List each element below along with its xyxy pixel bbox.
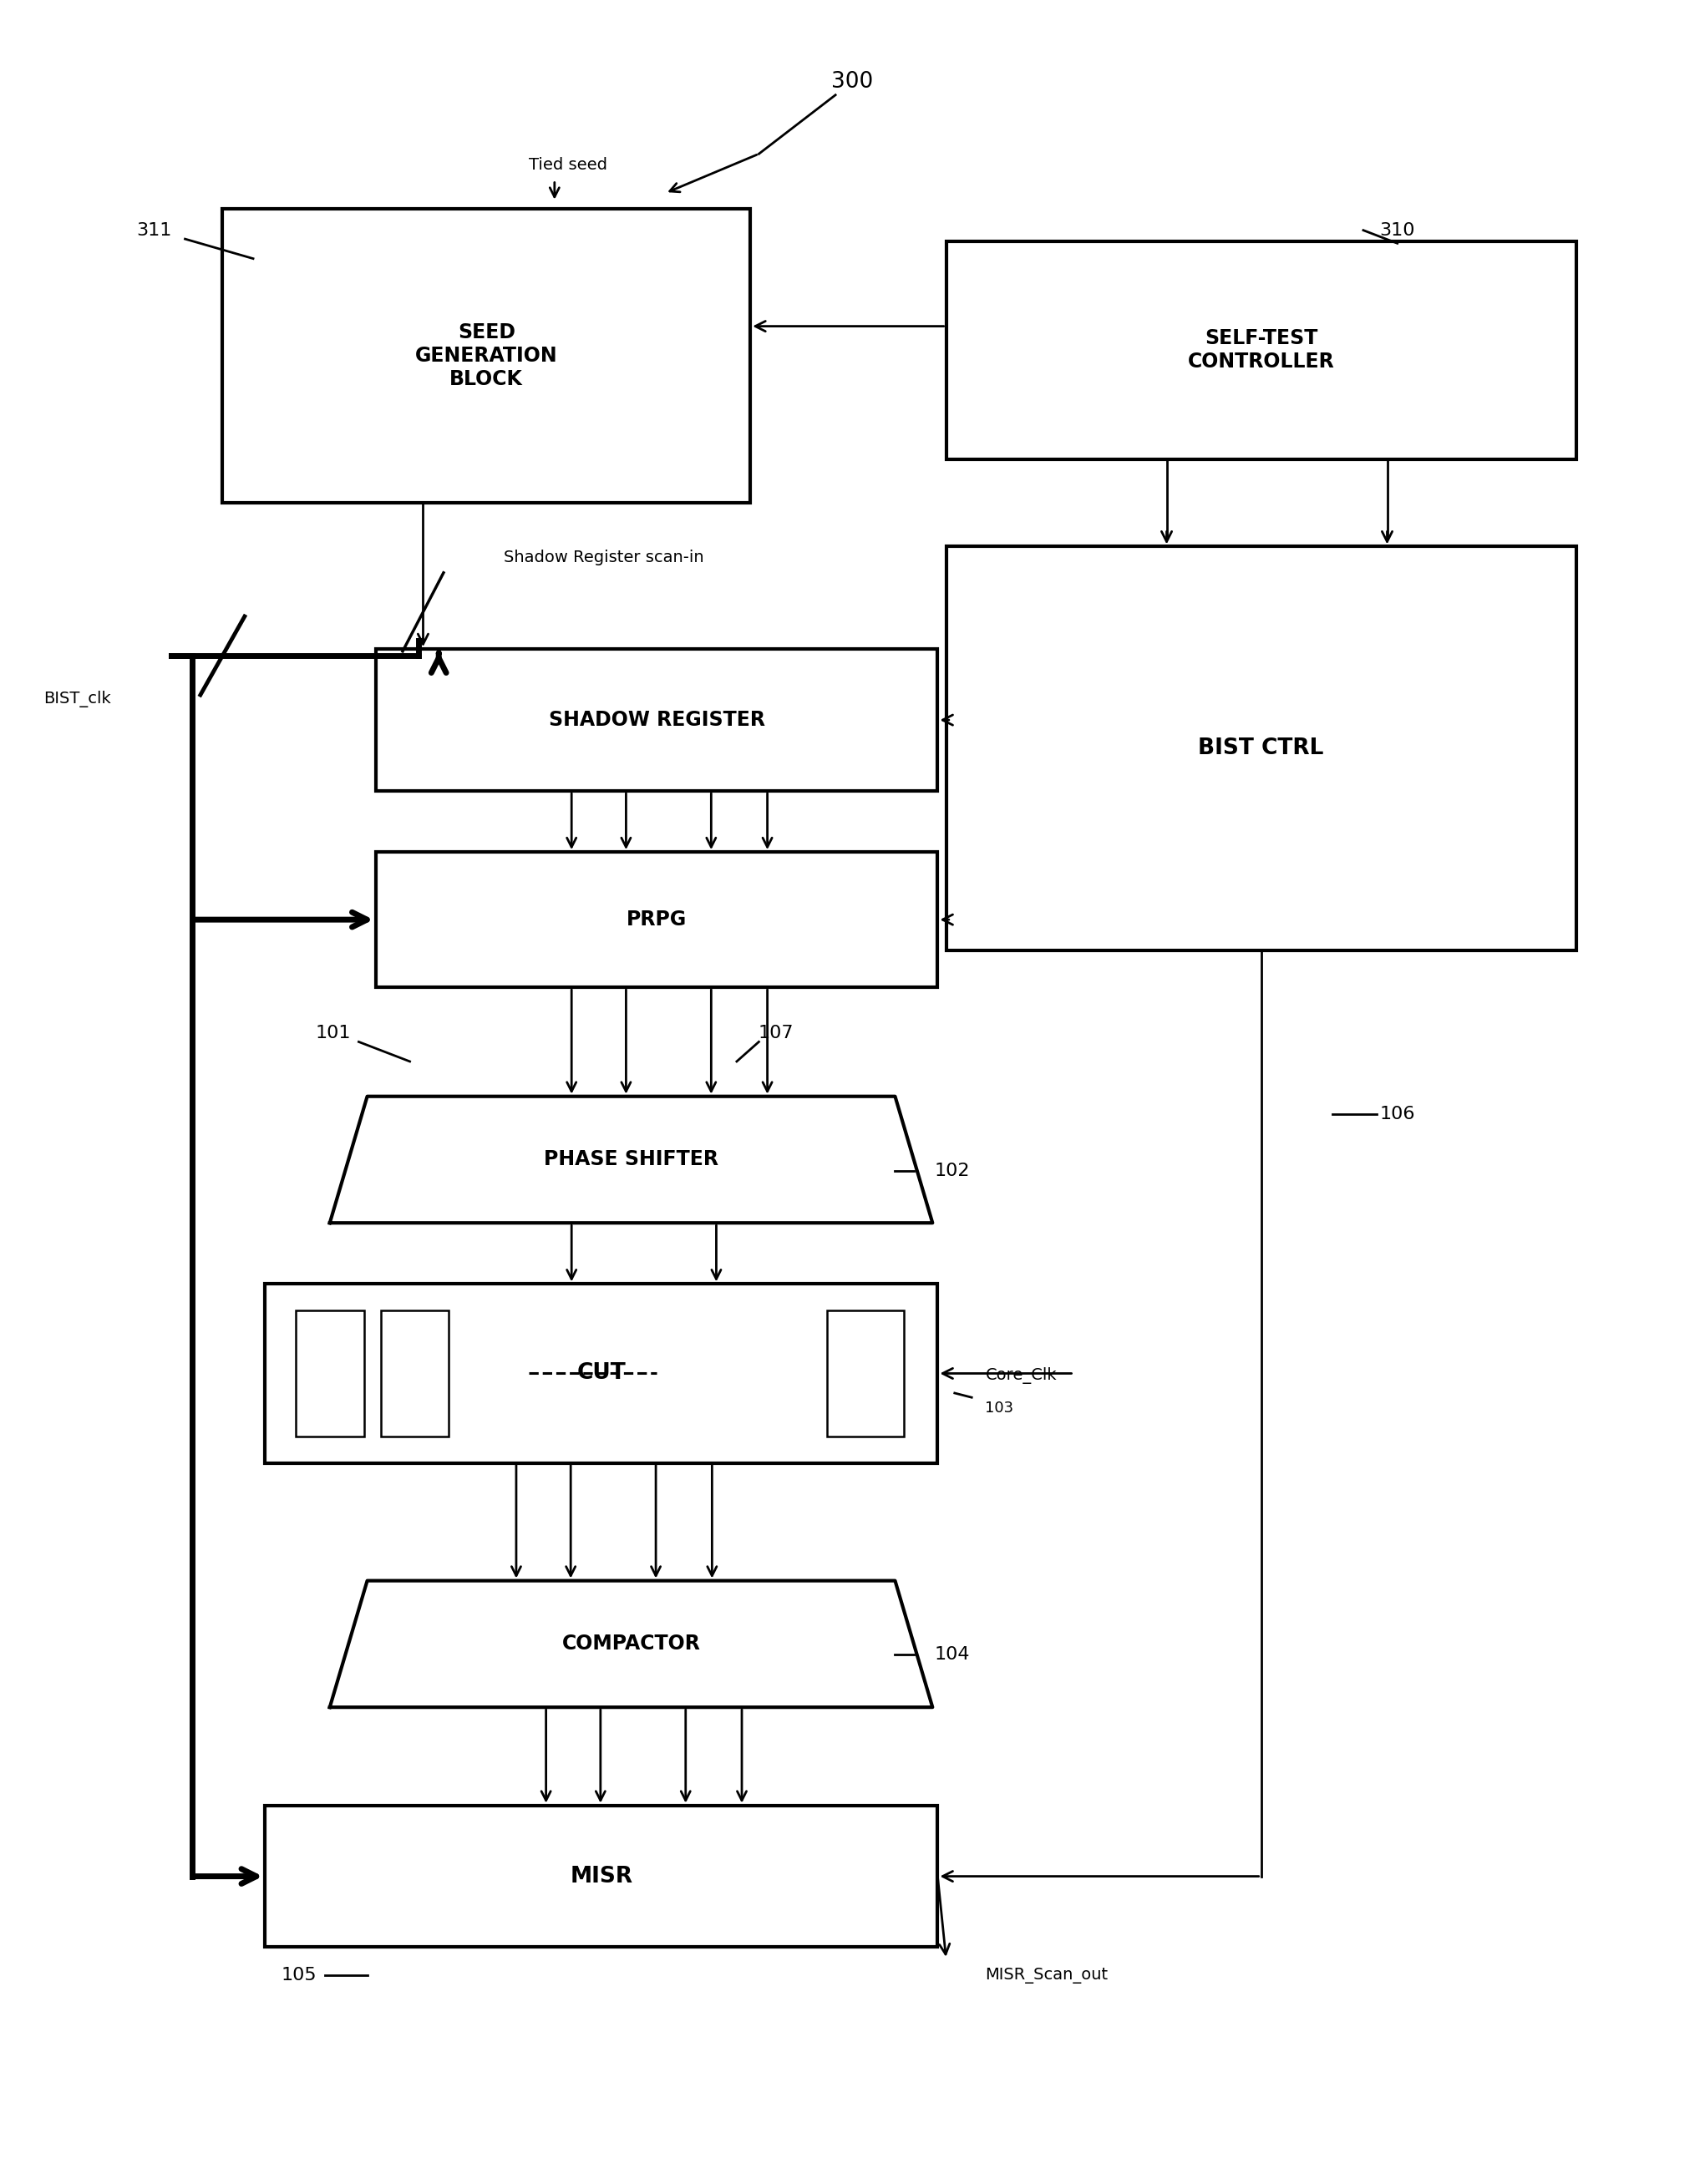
- Text: SEED
GENERATION
BLOCK: SEED GENERATION BLOCK: [414, 323, 558, 389]
- Text: 104: 104: [934, 1647, 970, 1664]
- Text: MISR: MISR: [569, 1865, 633, 1887]
- Text: BIST_clk: BIST_clk: [44, 690, 111, 708]
- Text: 107: 107: [759, 1024, 793, 1042]
- FancyBboxPatch shape: [946, 546, 1575, 950]
- Text: Core_Clk: Core_Clk: [985, 1367, 1057, 1385]
- FancyBboxPatch shape: [827, 1310, 904, 1437]
- FancyBboxPatch shape: [223, 207, 750, 502]
- Text: 311: 311: [136, 223, 172, 238]
- Text: 102: 102: [934, 1162, 970, 1179]
- Text: 310: 310: [1379, 223, 1415, 238]
- Text: CUT: CUT: [576, 1363, 626, 1385]
- Text: BIST CTRL: BIST CTRL: [1199, 738, 1325, 760]
- Text: SHADOW REGISTER: SHADOW REGISTER: [549, 710, 766, 729]
- FancyBboxPatch shape: [295, 1310, 363, 1437]
- Text: Shadow Register scan-in: Shadow Register scan-in: [503, 550, 704, 566]
- Text: Tied seed: Tied seed: [529, 157, 607, 173]
- FancyBboxPatch shape: [375, 649, 938, 791]
- Text: 101: 101: [315, 1024, 351, 1042]
- Text: PHASE SHIFTER: PHASE SHIFTER: [544, 1149, 718, 1171]
- Text: 105: 105: [281, 1968, 317, 1983]
- FancyBboxPatch shape: [380, 1310, 448, 1437]
- FancyBboxPatch shape: [946, 240, 1575, 459]
- Polygon shape: [329, 1096, 933, 1223]
- FancyBboxPatch shape: [375, 852, 938, 987]
- FancyBboxPatch shape: [264, 1806, 938, 1948]
- Text: SELF-TEST
CONTROLLER: SELF-TEST CONTROLLER: [1188, 328, 1335, 371]
- Text: 103: 103: [985, 1400, 1014, 1415]
- Text: PRPG: PRPG: [626, 909, 687, 930]
- Text: COMPACTOR: COMPACTOR: [563, 1634, 701, 1653]
- Text: 106: 106: [1379, 1105, 1415, 1123]
- Text: MISR_Scan_out: MISR_Scan_out: [985, 1968, 1108, 1983]
- FancyBboxPatch shape: [264, 1284, 938, 1463]
- Text: 300: 300: [832, 72, 873, 92]
- Polygon shape: [329, 1581, 933, 1708]
